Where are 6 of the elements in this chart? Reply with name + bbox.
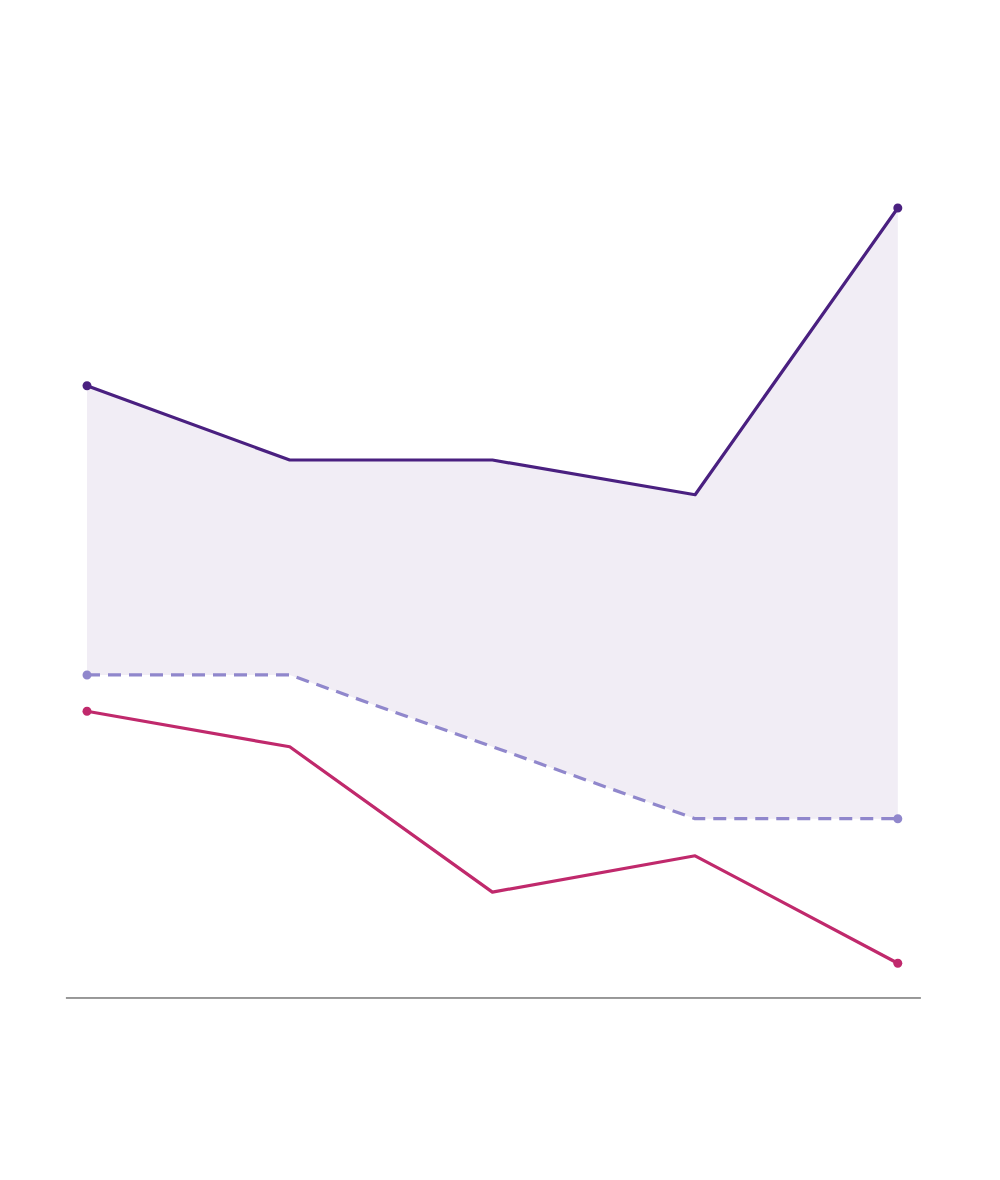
point: [893, 958, 903, 968]
point: [82, 381, 92, 391]
point: [893, 203, 903, 213]
point: [82, 706, 92, 716]
point: [893, 814, 903, 824]
point: [82, 670, 92, 680]
